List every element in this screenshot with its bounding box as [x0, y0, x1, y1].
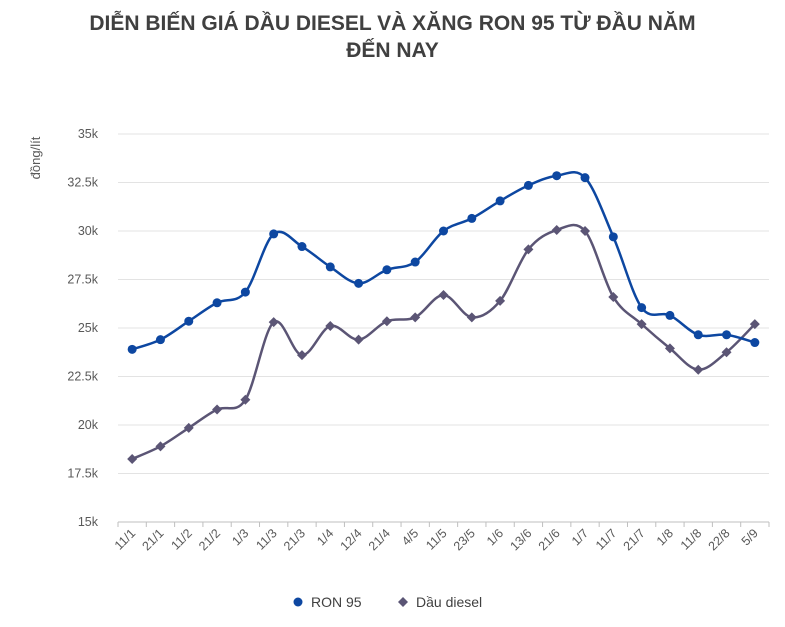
- data-point-ron95: [722, 330, 732, 340]
- data-point-ron95: [693, 330, 703, 340]
- x-tick-label: 1/3: [229, 526, 251, 548]
- y-axis-title: đồng/lít: [28, 136, 43, 179]
- data-point-diesel: [296, 350, 307, 361]
- series-group: [127, 170, 760, 464]
- y-tick-label: 17.5k: [67, 467, 98, 481]
- data-point-diesel: [495, 295, 506, 306]
- data-point-diesel: [466, 312, 477, 323]
- data-point-diesel: [240, 394, 251, 405]
- data-point-diesel: [721, 347, 732, 358]
- x-tick-label: 11/3: [253, 526, 279, 552]
- data-point-ron95: [184, 316, 194, 326]
- y-tick-label: 20k: [78, 418, 99, 432]
- data-point-ron95: [410, 257, 420, 267]
- y-tick-label: 35k: [78, 127, 99, 141]
- data-point-diesel: [353, 334, 364, 345]
- x-tick-label: 21/1: [139, 526, 166, 553]
- data-point-diesel: [580, 226, 591, 236]
- data-point-diesel: [438, 290, 449, 301]
- data-point-diesel: [608, 291, 619, 302]
- data-point-diesel: [749, 319, 760, 330]
- x-tick-label: 4/5: [399, 526, 421, 548]
- data-point-ron95: [439, 226, 448, 236]
- y-tick-label: 15k: [78, 515, 99, 529]
- y-tick-label: 27.5k: [67, 273, 98, 287]
- x-tick-label: 21/7: [621, 526, 648, 553]
- data-point-ron95: [382, 265, 392, 275]
- y-tick-label: 25k: [78, 321, 99, 335]
- legend-item-diesel: Dầu diesel: [398, 594, 482, 610]
- data-point-diesel: [693, 364, 704, 375]
- data-point-ron95: [495, 196, 505, 206]
- data-point-diesel: [183, 422, 194, 433]
- data-point-ron95: [240, 287, 250, 297]
- data-point-diesel: [325, 321, 336, 332]
- x-tick-label: 21/3: [281, 526, 308, 553]
- data-point-diesel: [268, 317, 279, 328]
- data-point-ron95: [354, 278, 364, 288]
- data-point-diesel: [523, 244, 534, 255]
- data-point-diesel: [551, 225, 562, 236]
- series-line-ron95: [130, 170, 757, 351]
- x-tick-label: 1/8: [654, 526, 676, 548]
- data-point-ron95: [155, 335, 165, 345]
- data-point-diesel: [410, 312, 421, 323]
- data-point-diesel: [664, 343, 675, 354]
- data-point-ron95: [552, 171, 562, 181]
- y-tick-label: 32.5k: [67, 176, 98, 190]
- x-tick-label: 5/9: [739, 526, 761, 548]
- axes: 15k 17.5k 20k 22.5k 25k 27.5k 30k 32.5k 35k đồng/…: [28, 127, 770, 553]
- y-tick-label: 22.5k: [67, 370, 98, 384]
- x-tick-label: 11/5: [423, 526, 449, 552]
- chart-title: DIỄN BIẾN GIÁ DẦU DIESEL VÀ XĂNG RON 95 …: [0, 10, 785, 64]
- x-tick-label: 23/5: [451, 526, 478, 553]
- x-tick-label: 21/4: [366, 526, 393, 553]
- x-tick-label: 21/2: [196, 526, 223, 553]
- x-tick-label: 1/7: [569, 526, 591, 548]
- data-point-diesel: [155, 441, 166, 452]
- data-point-ron95: [637, 303, 647, 313]
- data-point-ron95: [580, 173, 590, 183]
- x-tick-label: 22/8: [706, 526, 733, 553]
- x-tick-label: 13/6: [507, 526, 534, 553]
- data-point-diesel: [212, 404, 223, 415]
- chart-title-line-2: ĐẾN NAY: [346, 39, 439, 62]
- x-tick-label: 12/4: [338, 526, 365, 553]
- legend: RON 95 Dầu diesel: [293, 594, 482, 610]
- chart-title-line-1: DIỄN BIẾN GIÁ DẦU DIESEL VÀ XĂNG RON 95 …: [89, 12, 696, 35]
- data-point-ron95: [297, 242, 307, 252]
- x-tick-label: 11/7: [593, 526, 619, 552]
- series-line-diesel: [130, 223, 757, 461]
- x-tick-label: 1/6: [484, 526, 506, 548]
- grid-lines: [118, 133, 769, 523]
- y-tick-label: 30k: [78, 224, 99, 238]
- legend-label-diesel: Dầu diesel: [416, 594, 482, 610]
- data-point-ron95: [325, 262, 335, 272]
- data-point-ron95: [665, 310, 675, 320]
- legend-marker-ron95: [293, 597, 303, 607]
- data-point-ron95: [608, 232, 618, 242]
- legend-label-ron95: RON 95: [311, 594, 362, 610]
- data-point-diesel: [636, 319, 647, 330]
- x-tick-label: 21/6: [536, 526, 563, 553]
- data-point-ron95: [467, 213, 477, 223]
- data-point-ron95: [212, 298, 222, 308]
- series-ron95: [127, 170, 760, 354]
- series-diesel: [127, 223, 760, 464]
- legend-marker-diesel: [398, 597, 408, 607]
- data-point-diesel: [127, 453, 138, 464]
- data-point-ron95: [750, 338, 760, 348]
- x-tick-label: 11/1: [112, 526, 138, 552]
- x-tick-label: 11/8: [678, 526, 704, 552]
- data-point-diesel: [381, 316, 392, 327]
- data-point-ron95: [127, 344, 137, 354]
- x-tick-label: 11/2: [168, 526, 194, 552]
- data-point-ron95: [523, 180, 533, 190]
- legend-item-ron95: RON 95: [293, 594, 362, 610]
- data-point-ron95: [269, 229, 279, 239]
- x-tick-label: 1/4: [314, 526, 336, 548]
